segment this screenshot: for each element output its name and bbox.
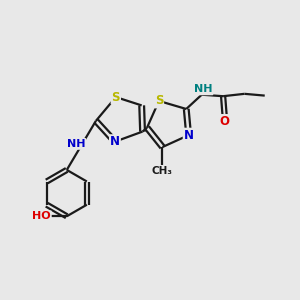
Text: S: S: [155, 94, 163, 107]
Text: N: N: [184, 129, 194, 142]
Text: N: N: [110, 135, 120, 148]
Text: NH: NH: [67, 139, 85, 149]
Text: O: O: [220, 115, 230, 128]
Text: NH: NH: [194, 84, 212, 94]
Text: HO: HO: [32, 211, 51, 221]
Text: CH₃: CH₃: [152, 166, 173, 176]
Text: S: S: [112, 91, 120, 103]
